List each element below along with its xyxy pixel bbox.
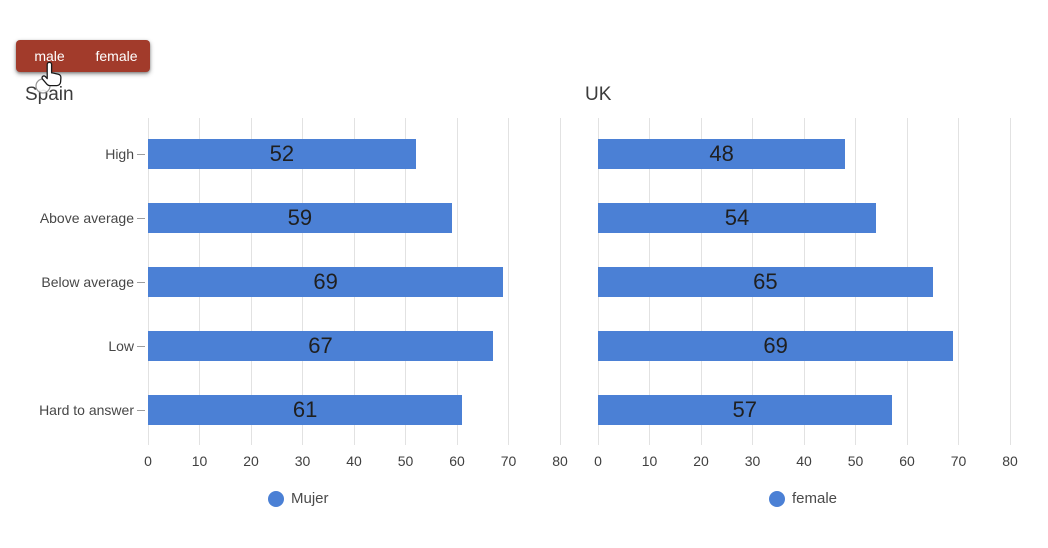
x-axis-tick-label: 60 xyxy=(449,453,465,469)
x-axis-tick-label: 20 xyxy=(693,453,709,469)
gridline xyxy=(559,118,561,445)
bar-value-label: 54 xyxy=(724,205,750,230)
x-axis-tick-label: 40 xyxy=(346,453,362,469)
category-label: High xyxy=(105,146,134,162)
bar-below-average[interactable] xyxy=(148,267,504,297)
bar-high[interactable] xyxy=(598,139,846,169)
bar-value-label: 65 xyxy=(753,269,778,294)
x-axis-tick-label: 20 xyxy=(243,453,259,469)
legend-label: female xyxy=(792,490,838,507)
bar-low[interactable] xyxy=(148,331,494,361)
x-axis-tick-label: 40 xyxy=(796,453,812,469)
category-label: Above average xyxy=(39,210,134,226)
category-label: Hard to answer xyxy=(39,402,134,418)
legend: Mujer xyxy=(268,490,329,507)
bar-above-average[interactable] xyxy=(598,203,877,233)
bar-high[interactable] xyxy=(148,139,416,169)
legend-marker xyxy=(769,490,785,507)
x-axis-tick-label: 10 xyxy=(191,453,208,469)
bar-value-label: 52 xyxy=(269,141,295,166)
category-label: Below average xyxy=(41,274,134,290)
bar-value-label: 59 xyxy=(287,205,313,230)
category-tick xyxy=(137,346,145,347)
category-tick xyxy=(137,218,145,219)
x-axis-tick-label: 0 xyxy=(144,453,152,469)
legend: female xyxy=(769,490,837,507)
bar-value-label: 69 xyxy=(763,333,788,358)
gender-toggle-group: male female xyxy=(16,40,150,72)
x-axis-tick-label: 50 xyxy=(397,453,414,469)
gridline xyxy=(508,118,509,445)
bar-hard-to-answer[interactable] xyxy=(148,395,463,425)
x-axis-tick-label: 70 xyxy=(950,453,967,469)
bar-value-label: 57 xyxy=(732,397,758,422)
x-axis-tick-label: 10 xyxy=(641,453,658,469)
bar-value-label: 48 xyxy=(709,141,734,166)
bar-low[interactable] xyxy=(598,331,954,361)
x-axis-tick-label: 80 xyxy=(552,453,568,469)
gridline xyxy=(1009,118,1011,445)
bar-hard-to-answer[interactable] xyxy=(598,395,892,425)
plot-area: 0 10 20 30 40 50 60 70 80 52 High 59 Above average 69… xyxy=(39,118,568,469)
legend-marker xyxy=(268,490,284,507)
category-tick xyxy=(137,154,145,155)
chart-title: UK xyxy=(585,84,612,105)
x-axis-tick-label: 0 xyxy=(594,453,602,469)
plot-area: 0 10 20 30 40 50 60 70 80 48 54 65 69 57 xyxy=(594,118,1018,469)
bar-value-label: 67 xyxy=(308,333,333,358)
x-axis-tick-label: 30 xyxy=(744,453,761,469)
chart-spain: Spain 0 10 20 30 40 50 60 70 80 52 High 59 Above ave… xyxy=(0,80,568,548)
cursor-icon xyxy=(35,61,62,94)
x-axis-tick-label: 80 xyxy=(1002,453,1018,469)
category-label: Low xyxy=(108,338,134,354)
chart-uk: UK 0 10 20 30 40 50 60 70 80 48 54 65 69 57 female xyxy=(560,80,1048,548)
male-toggle-button[interactable]: male xyxy=(16,40,83,72)
bar-value-label: 61 xyxy=(292,397,318,422)
bar-above-average[interactable] xyxy=(148,203,452,233)
legend-label: Mujer xyxy=(291,490,329,507)
bar-value-label: 69 xyxy=(313,269,338,294)
gridline xyxy=(958,118,959,445)
bar-below-average[interactable] xyxy=(598,267,933,297)
x-axis-tick-label: 50 xyxy=(847,453,864,469)
x-axis-tick-label: 60 xyxy=(899,453,915,469)
female-toggle-button[interactable]: female xyxy=(83,40,150,72)
x-axis-tick-label: 70 xyxy=(500,453,517,469)
category-tick xyxy=(137,282,145,283)
category-tick xyxy=(137,410,145,411)
x-axis-tick-label: 30 xyxy=(294,453,311,469)
